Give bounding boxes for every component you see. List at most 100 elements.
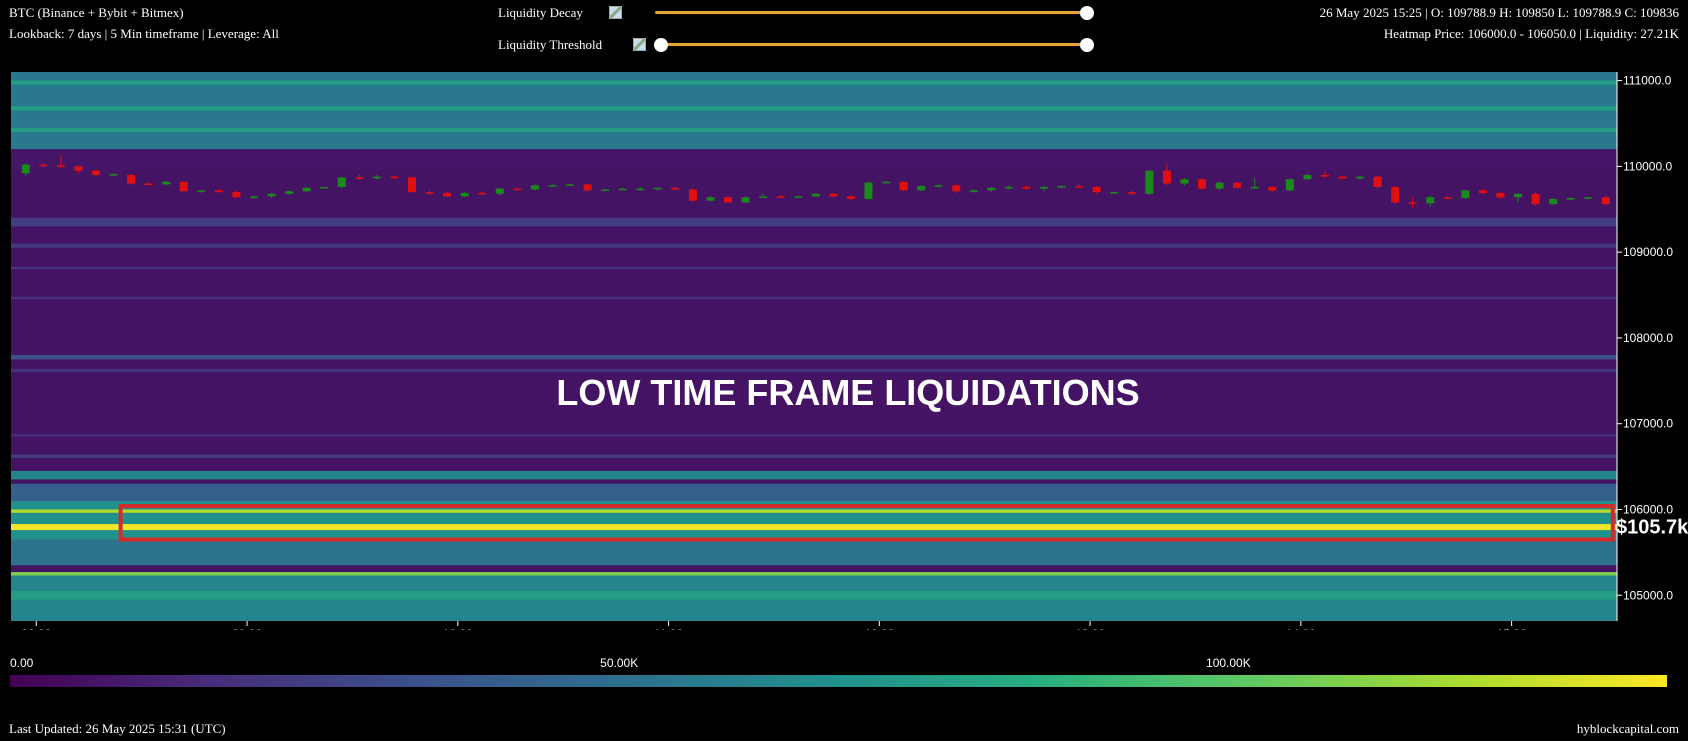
liquidity-band [11,509,1617,513]
candle-body [320,186,329,189]
candle-body [618,188,627,191]
candle-body [1461,190,1470,199]
brand-link[interactable]: hyblockcapital.com [1576,721,1679,736]
candle-body [513,188,522,191]
liquidity-decay-slider-handle[interactable] [1080,6,1094,20]
candle-body [952,185,961,192]
candle-body [1268,186,1277,191]
time-tick-label: 15:00 [1497,627,1527,630]
time-tick-label: 09:00 [232,627,262,630]
candle-body [829,193,838,197]
time-tick-label: 13:00 [1075,627,1105,630]
liquidation-heatmap-chart[interactable]: LOW TIME FRAME LIQUIDATIONS 111000.0 1100… [0,70,1688,630]
colorbar-gradient [10,675,1667,687]
liquidity-band [11,243,1617,248]
candle-body [1250,186,1259,189]
candle-body [636,188,645,191]
candle-body [1075,186,1084,188]
candle-body [934,185,943,187]
candle-body [1373,176,1382,187]
candle-body [39,164,48,167]
liquidity-decay-label: Liquidity Decay [498,5,583,20]
candle-body [1654,192,1662,195]
candle-body [811,193,820,197]
price-tick-label: 105000.0 [1623,588,1673,602]
ohlc-readout: 26 May 2025 15:25 | O: 109788.9 H: 10985… [1319,5,1679,20]
candle-body [1601,197,1610,205]
candle-body [1426,197,1435,204]
candle-body [1619,200,1627,204]
candle-body [688,189,697,201]
candle-body [1496,192,1505,198]
price-tick-label: 108000.0 [1623,331,1673,345]
candle-body [56,165,65,168]
candle-body [548,185,557,187]
candle-body [425,192,434,194]
candle-body [1443,197,1452,199]
liquidity-bands [11,72,1617,621]
liquidity-threshold-slider-track[interactable] [660,43,1087,46]
candle-body [91,170,100,175]
candle-body [1531,193,1540,205]
candle-body [179,181,188,192]
candle-body [127,174,136,184]
candle-body [232,192,241,198]
candle-body [1356,176,1365,179]
price-tick-label: 109000.0 [1623,245,1673,259]
liquidity-band [11,149,1617,171]
last-updated-text: Last Updated: 26 May 2025 15:31 (UTC) [9,721,226,736]
liquidity-band [11,524,1617,531]
candle-body [759,196,768,198]
candle-body [460,192,469,197]
candle-body [1303,174,1312,180]
candle-body [74,166,83,171]
candle-body [21,164,30,174]
candle-body [864,182,873,199]
liquidity-threshold-max-handle[interactable] [1080,38,1094,52]
liquidity-band [11,539,1617,566]
price-tick-label: 106000.0 [1623,502,1673,516]
liquidity-threshold-min-handle[interactable] [654,38,668,52]
liquidity-decay-slider-track[interactable] [655,11,1087,14]
liquidity-band [11,266,1617,270]
price-tick-label: 110000.0 [1623,159,1672,173]
candle-body [1391,186,1400,203]
liquidity-band [11,433,1617,437]
price-tick-label: 111000.0 [1623,74,1672,88]
candle-body [1110,192,1119,194]
candle-body [653,187,662,190]
candle-body [1514,193,1523,198]
candle-body [337,177,346,187]
candle-body [478,192,487,195]
settings-summary: Lookback: 7 days | 5 Min timeframe | Lev… [9,26,279,41]
candle-body [601,189,610,192]
broken-image-icon [609,6,622,19]
candle-body [1004,186,1013,189]
liquidity-band [11,80,1617,85]
candle-body [249,196,258,198]
candle-body [302,187,311,192]
broken-image-icon [633,38,646,51]
liquidity-band [11,470,1617,480]
candle-body [1566,198,1575,200]
chart-overlay-title: LOW TIME FRAME LIQUIDATIONS [556,372,1139,413]
candle-body [530,185,539,190]
candle-body [1022,186,1031,189]
candle-body [1057,186,1066,188]
candle-body [1672,196,1680,198]
candle-body [162,181,171,185]
candle-body [1198,179,1207,189]
candle-body [1320,174,1329,177]
liquidity-band [11,590,1617,600]
candle-body [495,188,504,194]
colorbar-tick: 0.00 [10,656,34,670]
candle-body [882,181,891,184]
highlight-box [118,504,1615,542]
liquidity-band [11,296,1617,300]
candle-body [1637,192,1645,200]
candle-body [407,177,416,193]
candle-body [1285,179,1294,191]
time-tick-label: 14:00 [1286,627,1316,630]
liquidity-band [11,483,1617,501]
candle-body [1584,197,1593,199]
